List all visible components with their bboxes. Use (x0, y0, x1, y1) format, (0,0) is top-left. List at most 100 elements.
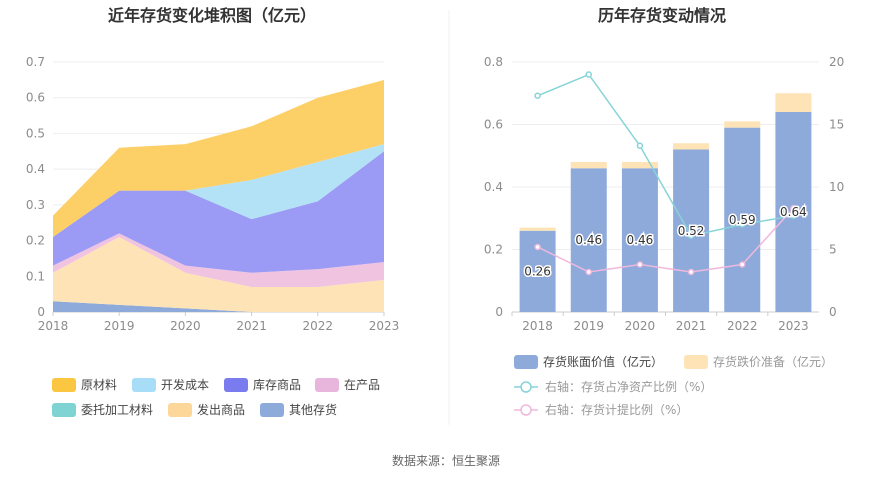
bar-存货跌价准备（亿元）-2021 (673, 143, 710, 150)
right-y-tick-label: 0.2 (484, 243, 503, 257)
stacked-area-chart: 近年存货变化堆积图（亿元） 0 0.1 0.2 0.3 0.4 0.5 0.6 0.7 201… (26, 6, 399, 417)
left-x-tick-label: 2021 (236, 319, 267, 333)
left-y-tick-label: 0.4 (26, 162, 45, 176)
left-x-tick-label: 2019 (104, 319, 135, 333)
left-areas (53, 79, 384, 312)
left-x-tick-label: 2018 (38, 319, 69, 333)
area-series-原材料 (53, 79, 384, 238)
bar-data-label: 0.46 (575, 233, 602, 247)
bar-存货跌价准备（亿元）-2023 (775, 93, 812, 112)
legend-marker-右轴：存货计提比例（%） (520, 404, 532, 416)
line-point-右轴：存货计提比例（%）-2018 (534, 243, 541, 251)
area-series-发出商品 (53, 237, 384, 312)
line-point-右轴：存货占净资产比例（%）-2020 (636, 142, 644, 149)
right-x-tick-label: 2023 (778, 319, 809, 333)
left-x-axis: 2018 2019 2020 2021 2022 2023 (38, 312, 400, 333)
line-point-右轴：存货占净资产比例（%）-2022 (739, 221, 746, 228)
right-y-tick-label: 0 (495, 305, 503, 319)
right-y-axis-right: 0 5 10 15 20 (829, 55, 844, 319)
right-y2-tick-label: 0 (829, 305, 837, 319)
left-y-tick-label: 0 (37, 305, 45, 319)
right-y2-tick-label: 10 (829, 180, 844, 194)
left-x-tick-label: 2022 (303, 319, 334, 333)
right-grid (512, 61, 819, 313)
bar-存货跌价准备（亿元）-2018 (519, 227, 556, 231)
line-point-右轴：存货计提比例（%）-2021 (687, 268, 695, 276)
bar-存货账面价值（亿元）-2019 (570, 168, 607, 312)
right-y2-tick-label: 20 (829, 55, 844, 69)
legend-label-开发成本: 开发成本 (161, 377, 209, 392)
bar-data-label: 0.26 (524, 264, 551, 278)
left-y-tick-label: 0.1 (26, 269, 45, 283)
legend-swatch-其他存货 (260, 403, 284, 417)
line-point-右轴：存货计提比例（%）-2022 (739, 261, 746, 268)
right-y-axis-left: 0 0.2 0.4 0.6 0.8 (484, 55, 503, 319)
left-y-tick-label: 0.3 (26, 198, 45, 212)
line-point-右轴：存货占净资产比例（%）-2021 (687, 232, 695, 239)
line-右轴：存货计提比例（%） (537, 207, 794, 273)
legend-label-右轴：存货占净资产比例（%）: 右轴：存货占净资产比例（%） (545, 379, 712, 394)
legend-label-发出商品: 发出商品 (197, 402, 245, 417)
legend-label-存货账面价值（亿元）: 存货账面价值（亿元） (543, 354, 663, 369)
bar-line-chart: 历年存货变动情况 0.26 0.46 0.46 0.52 0.59 0.64 0 0.2 0.… (484, 6, 844, 417)
line-point-右轴：存货计提比例（%）-2019 (585, 268, 592, 276)
legend-swatch-库存商品 (224, 378, 248, 392)
left-y-tick-label: 0.5 (26, 126, 45, 140)
right-bars (519, 93, 812, 312)
line-point-右轴：存货计提比例（%）-2020 (636, 261, 644, 268)
left-y-tick-label: 0.6 (26, 91, 45, 105)
bar-存货账面价值（亿元）-2023 (775, 112, 812, 312)
left-y-tick-label: 0.2 (26, 234, 45, 248)
left-x-tick-label: 2020 (170, 319, 201, 333)
legend-swatch-原材料 (52, 378, 76, 392)
bar-data-label: 0.59 (729, 213, 756, 227)
right-x-tick-label: 2020 (625, 319, 656, 333)
right-x-axis: 2018 2019 2020 2021 2022 2023 (511, 312, 809, 333)
source-footer: 数据来源：恒生聚源 (392, 453, 500, 468)
right-x-tick-label: 2019 (573, 319, 604, 333)
right-y-tick-label: 0.4 (484, 180, 503, 194)
right-x-tick-label: 2021 (676, 319, 707, 333)
bar-data-label: 0.52 (678, 224, 705, 238)
bar-存货跌价准备（亿元）-2019 (570, 162, 607, 169)
area-series-在产品 (53, 233, 384, 287)
left-x-tick-label: 2023 (369, 319, 400, 333)
area-series-开发成本 (53, 144, 384, 237)
right-x-tick-label: 2018 (522, 319, 553, 333)
left-chart-title: 近年存货变化堆积图（亿元） (108, 6, 316, 25)
legend-swatch-存货账面价值（亿元） (514, 355, 538, 369)
legend-swatch-存货跌价准备（亿元） (684, 355, 708, 369)
line-point-右轴：存货计提比例（%）-2023 (790, 205, 797, 212)
area-series-库存商品 (53, 151, 384, 273)
right-bar-labels: 0.26 0.46 0.46 0.52 0.59 0.64 (523, 204, 809, 280)
bar-data-label: 0.64 (780, 205, 807, 219)
right-chart-title: 历年存货变动情况 (598, 6, 726, 25)
legend-label-其他存货: 其他存货 (289, 402, 337, 417)
legend-swatch-发出商品 (168, 403, 192, 417)
legend-label-在产品: 在产品 (344, 378, 380, 392)
right-legend: 存货账面价值（亿元） 存货跌价准备（亿元）右轴：存货占净资产比例（%） 右轴：存货计… (514, 354, 833, 417)
line-point-右轴：存货占净资产比例（%）-2018 (534, 92, 541, 99)
left-y-tick-label: 0.7 (26, 55, 45, 69)
bar-存货账面价值（亿元）-2022 (724, 127, 761, 312)
left-y-axis: 0 0.1 0.2 0.3 0.4 0.5 0.6 0.7 (26, 55, 45, 319)
right-lines (534, 71, 797, 276)
bar-存货账面价值（亿元）-2021 (673, 149, 710, 312)
right-y2-tick-label: 5 (829, 243, 837, 257)
right-y-tick-label: 0.6 (484, 118, 503, 132)
bar-存货跌价准备（亿元）-2022 (724, 121, 761, 128)
legend-label-委托加工材料: 委托加工材料 (81, 403, 153, 417)
legend-label-库存商品: 库存商品 (253, 377, 301, 392)
legend-swatch-开发成本 (132, 378, 156, 392)
legend-label-存货跌价准备（亿元）: 存货跌价准备（亿元） (713, 354, 833, 369)
legend-marker-右轴：存货占净资产比例（%） (520, 381, 532, 393)
right-y2-tick-label: 15 (829, 118, 844, 132)
bar-存货跌价准备（亿元）-2020 (621, 162, 658, 169)
bar-存货账面价值（亿元）-2020 (621, 168, 658, 312)
area-series-其他存货 (53, 301, 384, 312)
legend-label-右轴：存货计提比例（%）: 右轴：存货计提比例（%） (545, 402, 688, 417)
right-x-tick-label: 2022 (727, 319, 758, 333)
legend-swatch-委托加工材料 (52, 403, 76, 417)
